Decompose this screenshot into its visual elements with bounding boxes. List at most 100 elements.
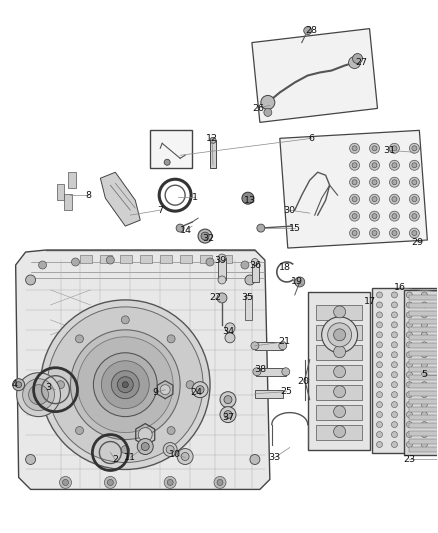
Circle shape [370,160,379,170]
Circle shape [334,386,346,398]
Circle shape [406,302,413,308]
Bar [316,305,361,320]
Bar [316,365,361,379]
Text: 12: 12 [206,134,218,143]
Circle shape [421,322,427,328]
Circle shape [121,316,129,324]
Circle shape [304,27,312,35]
Circle shape [350,143,360,154]
Polygon shape [16,250,270,489]
Bar [316,345,361,360]
Bar [410,399,438,403]
Circle shape [377,352,382,358]
Circle shape [242,192,254,204]
Bar [150,131,192,168]
Circle shape [48,307,203,463]
Circle shape [377,322,382,328]
Bar [410,407,438,411]
Circle shape [377,332,382,338]
Circle shape [350,211,360,221]
Polygon shape [252,29,378,123]
Bar [252,262,259,282]
Text: 9: 9 [152,388,158,397]
Circle shape [410,143,419,154]
Circle shape [392,352,397,358]
Circle shape [241,261,249,269]
Text: 38: 38 [254,365,266,374]
Bar [410,295,438,300]
Circle shape [261,95,275,109]
Text: 15: 15 [289,224,301,232]
Circle shape [406,422,413,427]
Circle shape [370,177,379,187]
Circle shape [206,258,214,266]
Text: 28: 28 [306,26,318,35]
Circle shape [328,323,352,347]
Text: 8: 8 [85,191,92,200]
Circle shape [117,377,133,393]
Circle shape [350,194,360,204]
Bar [410,327,438,332]
Text: 23: 23 [403,455,416,464]
Bar [220,255,232,263]
Text: 21: 21 [279,337,291,346]
Circle shape [389,160,399,170]
Circle shape [370,228,379,238]
Circle shape [353,53,363,63]
Circle shape [406,432,413,438]
Circle shape [412,197,417,201]
Circle shape [141,442,149,450]
Circle shape [377,342,382,348]
Circle shape [406,392,413,398]
Bar [410,375,438,379]
Bar [410,447,438,451]
Polygon shape [68,172,77,188]
Circle shape [39,261,46,269]
Text: 1: 1 [192,193,198,201]
Circle shape [186,381,194,389]
Circle shape [352,146,357,151]
Circle shape [111,371,139,399]
Circle shape [163,442,177,456]
Bar [410,383,438,387]
Circle shape [196,386,204,394]
Circle shape [220,392,236,408]
Circle shape [16,382,21,387]
Bar [410,439,438,443]
Bar [120,255,132,263]
Circle shape [176,224,184,232]
Bar [140,255,152,263]
Circle shape [370,143,379,154]
Text: 3: 3 [46,383,52,392]
Circle shape [406,372,413,378]
Circle shape [167,480,173,486]
Bar [410,311,438,316]
Circle shape [372,180,377,185]
Circle shape [377,411,382,417]
Circle shape [71,330,180,440]
Circle shape [334,329,346,341]
Circle shape [392,342,397,348]
Circle shape [392,432,397,438]
Circle shape [25,455,35,464]
Circle shape [23,379,54,410]
Circle shape [350,177,360,187]
Text: 34: 34 [222,327,234,336]
Circle shape [101,361,149,409]
Circle shape [264,108,272,116]
Circle shape [253,368,261,376]
Circle shape [389,194,399,204]
Circle shape [421,332,427,338]
Circle shape [389,143,399,154]
Text: 20: 20 [298,377,310,386]
Circle shape [392,372,397,378]
Bar [255,390,283,398]
Circle shape [421,362,427,368]
Circle shape [352,163,357,168]
Circle shape [25,275,35,285]
Circle shape [372,146,377,151]
Bar [410,335,438,340]
Circle shape [392,292,397,298]
Circle shape [410,194,419,204]
Circle shape [41,300,210,470]
